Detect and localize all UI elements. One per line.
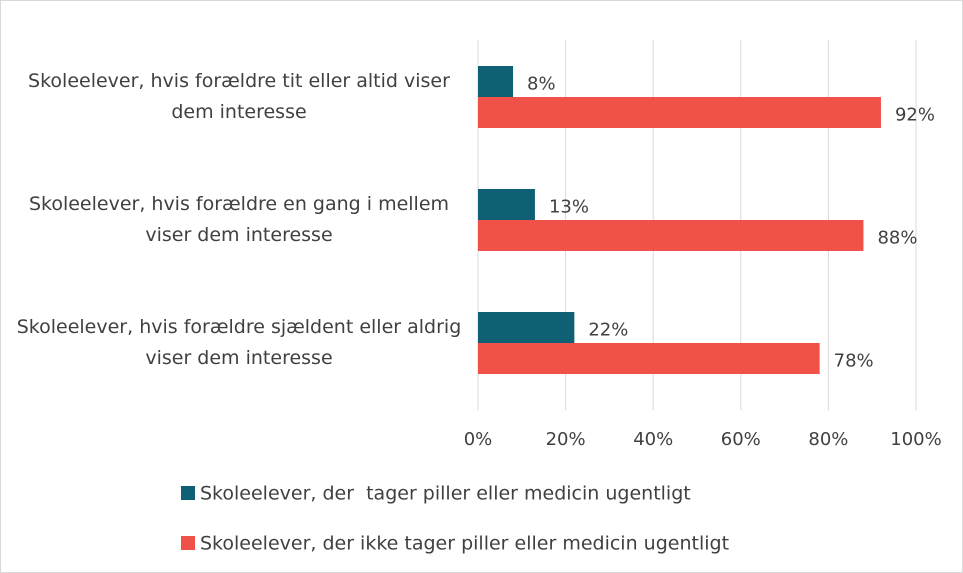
legend-label: Skoleelever, der tager piller eller medi… <box>200 483 691 505</box>
legend-label: Skoleelever, der ikke tager piller eller… <box>200 533 729 555</box>
x-tick-label: 60% <box>721 429 761 450</box>
x-tick-label: 80% <box>808 429 848 450</box>
legend-swatch <box>181 536 195 550</box>
bar <box>478 220 864 251</box>
category-label: Skoleelever, hvis forældre en gang i mel… <box>28 193 450 246</box>
value-label: 8% <box>527 74 556 95</box>
x-tick-label: 20% <box>546 429 586 450</box>
x-tick-label: 100% <box>890 429 941 450</box>
bar <box>478 97 881 128</box>
bar <box>478 189 535 220</box>
value-label: 78% <box>834 351 874 372</box>
category-label: Skoleelever, hvis forældre tit eller alt… <box>28 70 450 123</box>
value-label: 92% <box>895 105 935 126</box>
x-tick-label: 40% <box>633 429 673 450</box>
value-label: 88% <box>877 228 917 249</box>
value-label: 13% <box>549 197 589 218</box>
legend-swatch <box>181 486 195 500</box>
x-tick-label: 0% <box>464 429 493 450</box>
bar <box>478 343 820 374</box>
value-label: 22% <box>588 320 628 341</box>
bar <box>478 66 514 97</box>
category-label: Skoleelever, hvis forældre sjældent elle… <box>16 316 462 369</box>
bar <box>478 312 575 343</box>
